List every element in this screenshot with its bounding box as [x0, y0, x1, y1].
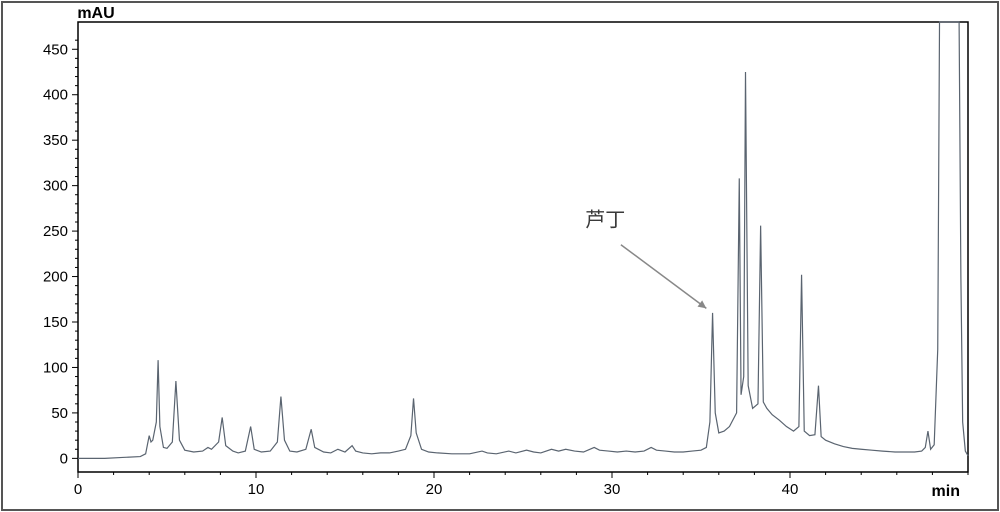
- y-tick-label: 450: [43, 41, 68, 58]
- outer-border: [2, 2, 998, 510]
- y-tick-label: 50: [51, 405, 68, 422]
- annotation-arrow-icon: [621, 245, 706, 309]
- x-tick-label: 40: [782, 481, 799, 498]
- plot-frame: [78, 22, 968, 472]
- y-axis-title: mAU: [77, 5, 114, 22]
- y-tick-label: 0: [60, 450, 68, 467]
- x-tick-label: 0: [74, 481, 82, 498]
- x-tick-label: 30: [604, 481, 621, 498]
- y-tick-label: 100: [43, 359, 68, 376]
- x-tick-label: 10: [248, 481, 265, 498]
- chart-svg: 0 50 100 150 200 250 300 350 400 450 0 10 20 30 40 mAU m…: [0, 0, 1000, 512]
- y-tick-label: 250: [43, 223, 68, 240]
- y-tick-label: 200: [43, 269, 68, 286]
- peak-annotation-label: 芦丁: [585, 209, 625, 232]
- x-tick-label: 20: [426, 481, 443, 498]
- x-axis-title: min: [932, 483, 960, 500]
- y-tick-label: 150: [43, 314, 68, 331]
- y-tick-label: 400: [43, 87, 68, 104]
- chromatogram-trace: [78, 22, 968, 458]
- y-tick-label: 350: [43, 132, 68, 149]
- arrow-head-icon: [698, 300, 707, 308]
- chromatogram-chart: 0 50 100 150 200 250 300 350 400 450 0 10 20 30 40 mAU m…: [0, 0, 1000, 512]
- y-tick-label: 300: [43, 178, 68, 195]
